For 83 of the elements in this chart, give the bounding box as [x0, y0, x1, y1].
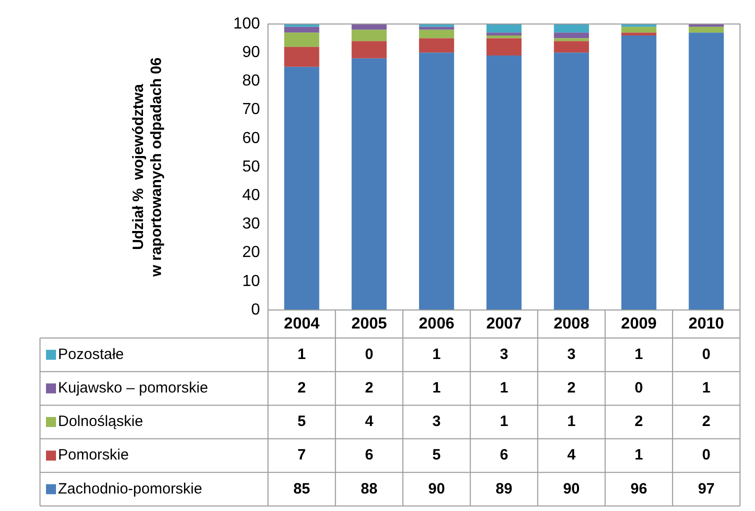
legend-label: Zachodnio-pomorskie — [58, 480, 202, 498]
data-label: 3 — [567, 346, 576, 363]
y-tick-label: 50 — [242, 158, 260, 176]
data-label: 96 — [630, 480, 648, 498]
y-tick-label: 70 — [242, 101, 260, 118]
bar — [688, 26, 724, 33]
data-label: 89 — [496, 480, 512, 498]
y-axis-title: Udział % województwa w raportowanych odpadach 06 — [130, 57, 166, 278]
data-label: 2 — [298, 380, 306, 397]
x-tick-label: 2004 — [284, 315, 320, 332]
data-label: 1 — [634, 446, 644, 464]
y-tick-label: 80 — [242, 72, 260, 90]
bar — [554, 52, 589, 310]
y-tick-label: 20 — [242, 244, 260, 262]
x-tick-label: 2009 — [621, 315, 657, 332]
data-label: 90 — [563, 480, 580, 498]
bar — [486, 32, 522, 36]
data-label: 2 — [364, 380, 374, 397]
data-label: 3 — [500, 346, 508, 363]
y-tick-label: 30 — [242, 216, 260, 233]
data-label: 1 — [298, 346, 306, 363]
y-tick-label: 40 — [242, 187, 260, 204]
y-tick-label: 100 — [233, 15, 260, 32]
data-label: 1 — [432, 346, 441, 363]
data-label: 0 — [702, 446, 710, 464]
y-tick-label: 90 — [242, 44, 260, 62]
bar — [486, 38, 522, 56]
x-tick-label: 2006 — [418, 315, 454, 332]
bar — [688, 32, 724, 310]
data-label: 5 — [432, 446, 441, 464]
bar — [554, 41, 589, 53]
data-label: 6 — [364, 446, 374, 464]
data-label: 0 — [702, 346, 710, 363]
data-label: 5 — [298, 413, 306, 430]
data-label: 2 — [567, 380, 576, 397]
y-tick-label: 60 — [242, 130, 260, 147]
x-tick-label: 2010 — [688, 315, 724, 332]
data-label: 1 — [567, 413, 576, 430]
data-label: 90 — [428, 480, 445, 498]
bar — [486, 24, 522, 33]
bar — [486, 55, 522, 310]
bar — [621, 26, 656, 33]
data-label: 3 — [432, 413, 441, 430]
data-label: 2 — [702, 413, 710, 430]
x-tick-label: 2008 — [554, 315, 590, 332]
bar — [284, 46, 320, 67]
bar — [554, 32, 589, 38]
data-label: 4 — [364, 413, 374, 430]
bar — [284, 32, 320, 47]
x-tick-label: 2007 — [486, 315, 522, 332]
data-label: 1 — [702, 380, 710, 397]
legend-label: Pomorskie — [58, 446, 129, 464]
y-tick-label: 0 — [251, 301, 260, 318]
data-label: 2 — [634, 413, 644, 430]
data-label: 0 — [634, 380, 644, 397]
bar — [352, 30, 387, 42]
data-label: 1 — [500, 413, 508, 430]
legend-label: Pozostałe — [58, 346, 124, 363]
data-label: 1 — [432, 380, 441, 397]
y-tick-label: 10 — [242, 272, 260, 290]
data-label: 7 — [298, 446, 306, 464]
bar — [419, 52, 454, 310]
bar — [621, 35, 656, 310]
bar — [352, 41, 387, 58]
bar — [352, 58, 387, 310]
bar — [419, 38, 454, 53]
bar — [486, 35, 522, 38]
bar — [621, 32, 656, 36]
data-label: 97 — [698, 480, 715, 498]
legend-label: Kujawsko – pomorskie — [58, 380, 208, 397]
data-label: 0 — [364, 346, 374, 363]
data-label: 4 — [567, 446, 576, 464]
data-label: 85 — [293, 480, 310, 498]
data-label: 6 — [500, 446, 508, 464]
bar — [284, 26, 320, 33]
bar — [284, 66, 320, 310]
x-tick-label: 2005 — [351, 315, 388, 332]
bar — [419, 30, 454, 38]
data-label: 88 — [360, 480, 378, 498]
data-label: 1 — [634, 346, 644, 363]
data-label: 1 — [500, 380, 508, 397]
bar — [554, 24, 589, 33]
legend-label: Dolnośląskie — [58, 413, 144, 430]
